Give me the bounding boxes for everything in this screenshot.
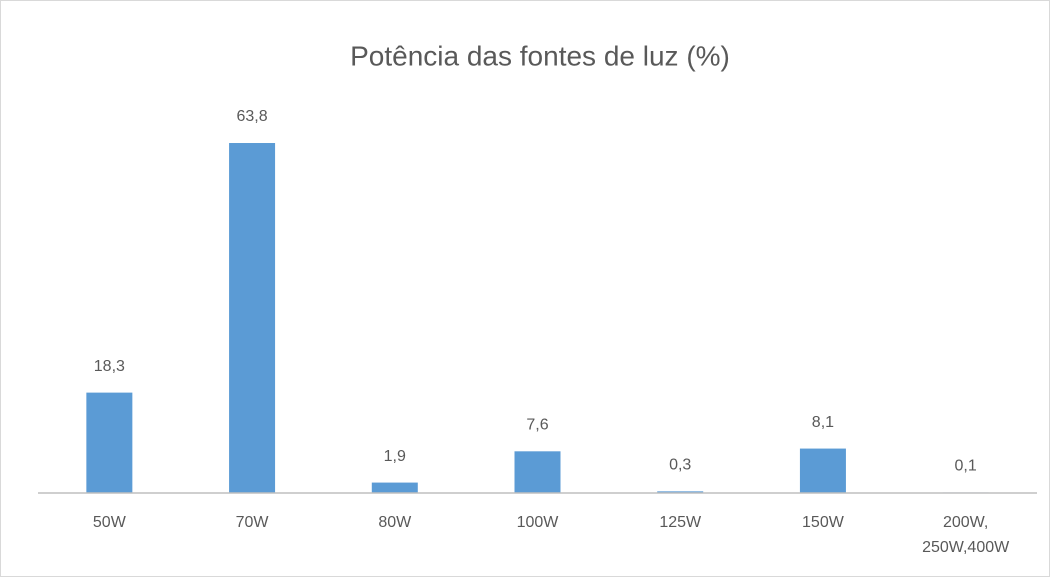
bar xyxy=(371,482,418,493)
x-tick-label-line: 200W, xyxy=(943,514,988,531)
x-tick-label: 50W xyxy=(93,514,127,531)
x-tick-label: 100W xyxy=(517,514,560,531)
x-tick-label: 150W xyxy=(802,514,845,531)
x-tick-label: 200W, 250W,400W xyxy=(922,514,1010,556)
data-label: 0,3 xyxy=(669,457,691,474)
data-label: 18,3 xyxy=(94,358,125,375)
data-label: 7,6 xyxy=(526,417,548,434)
x-tick-label: 70W xyxy=(236,514,270,531)
bar xyxy=(657,491,704,493)
x-tick-label: 80W xyxy=(378,514,412,531)
bar xyxy=(229,143,276,494)
x-tick-label-line: 250W,400W xyxy=(922,539,1010,556)
chart-title: Potência das fontes de luz (%) xyxy=(350,40,730,71)
bar xyxy=(86,392,133,493)
data-label: 0,1 xyxy=(955,458,977,475)
x-tick-label: 125W xyxy=(659,514,702,531)
data-label: 8,1 xyxy=(812,414,834,431)
bar xyxy=(799,448,846,493)
data-label: 1,9 xyxy=(384,448,406,465)
bar xyxy=(514,451,561,493)
data-label: 63,8 xyxy=(237,108,268,125)
